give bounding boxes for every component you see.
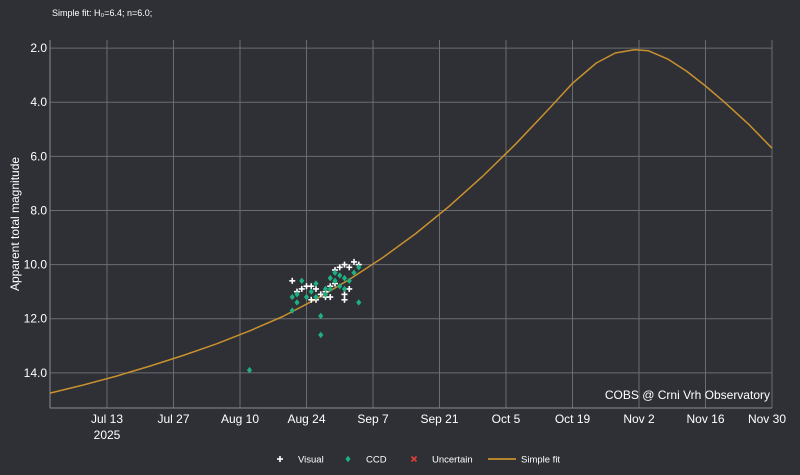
ccd-point	[356, 264, 362, 271]
legend-item-ccd[interactable]: CCD	[345, 455, 387, 466]
ccd-point	[337, 272, 343, 279]
source-annotation: COBS @ Crni Vrh Observatory	[605, 388, 770, 402]
x-tick-label: Aug 10	[221, 412, 259, 426]
ccd-point	[332, 269, 338, 276]
ccd-point	[332, 277, 338, 285]
legend-marker-swatch	[277, 456, 283, 462]
ccd-point	[327, 274, 333, 282]
x-tick-label: Nov 30	[748, 412, 786, 426]
ccd-point	[351, 269, 357, 276]
x-tick-label: Oct 19	[555, 412, 591, 426]
ccd-point	[303, 293, 310, 301]
ccd-point	[299, 277, 305, 285]
visual-point	[317, 291, 324, 298]
ccd-point	[341, 274, 348, 282]
series-simple-fit	[49, 48, 773, 394]
x-tick-label: Jul 27	[157, 412, 189, 426]
legend[interactable]: Visual CCD Uncertain Simple fit	[277, 455, 560, 466]
ccd-point	[346, 277, 352, 285]
x-tick-label: Sep 21	[420, 412, 458, 426]
chart-subtitle: Simple fit: H₀=6.4; n=6.0;	[52, 8, 152, 18]
ccd-point	[327, 285, 333, 293]
y-tick-label: 12.0	[24, 312, 48, 326]
y-tick-label: 14.0	[24, 366, 48, 380]
ccd-point	[318, 312, 324, 320]
visual-point	[289, 277, 296, 284]
visual-point	[351, 258, 357, 265]
legend-item-simple-fit[interactable]: Simple fit	[488, 455, 560, 466]
ccd-point	[337, 283, 343, 290]
visual-point	[341, 261, 348, 268]
x-tick-label: Oct 5	[492, 412, 521, 426]
legend-marker-swatch	[345, 455, 351, 463]
visual-point	[346, 264, 353, 271]
ccd-point	[308, 288, 314, 295]
ccd-point	[356, 299, 362, 306]
visual-point	[341, 296, 348, 303]
visual-point	[308, 283, 315, 290]
visual-point	[346, 285, 353, 292]
legend-label: CCD	[366, 455, 387, 466]
visual-point	[298, 285, 305, 292]
legend-marker-swatch	[410, 455, 418, 463]
ccd-point	[294, 299, 300, 306]
ccd-point	[341, 285, 348, 293]
y-tick-label: 2.0	[30, 41, 47, 55]
y-tick-label: 8.0	[30, 203, 47, 217]
legend-label: Visual	[298, 455, 324, 466]
ccd-point	[322, 291, 329, 298]
ccd-point	[318, 331, 324, 339]
legend-label: Simple fit	[521, 455, 560, 466]
x-tick-label: Nov 16	[686, 412, 724, 426]
grid	[50, 40, 773, 408]
visual-point	[313, 285, 319, 292]
x-tick-label: Aug 24	[287, 412, 325, 426]
visual-point	[327, 294, 334, 301]
x-tick-label: Nov 2	[623, 412, 655, 426]
x-tick-label: Sep 7	[357, 412, 389, 426]
y-tick-label: 10.0	[24, 258, 48, 272]
series-points	[246, 258, 362, 374]
legend-item-uncertain[interactable]: Uncertain	[410, 455, 473, 466]
y-tick-labels: 2.0 4.0 6.0 8.0 10.0 12.0 14.0	[24, 41, 48, 380]
simple-fit-line	[49, 48, 773, 394]
legend-item-visual[interactable]: Visual	[277, 455, 324, 466]
x-tick-labels: Jul 13 2025 Jul 27 Aug 10 Aug 24 Sep 7 Sep 21 O…	[91, 412, 786, 442]
y-tick-label: 6.0	[30, 149, 47, 163]
ccd-point	[313, 293, 319, 301]
x-tick-label: Jul 13	[91, 412, 123, 426]
x-tick-year-label: 2025	[94, 428, 121, 442]
ccd-point	[294, 291, 300, 298]
ccd-point	[322, 285, 329, 293]
visual-point	[336, 264, 343, 271]
ccd-point	[289, 293, 295, 301]
ccd-point	[246, 366, 253, 374]
ccd-point	[289, 307, 295, 314]
y-tick-label: 4.0	[30, 95, 47, 109]
y-axis-title: Apparent total magnitude	[8, 157, 22, 291]
visual-point	[341, 291, 348, 298]
legend-label: Uncertain	[432, 455, 473, 466]
ccd-point	[313, 280, 319, 287]
